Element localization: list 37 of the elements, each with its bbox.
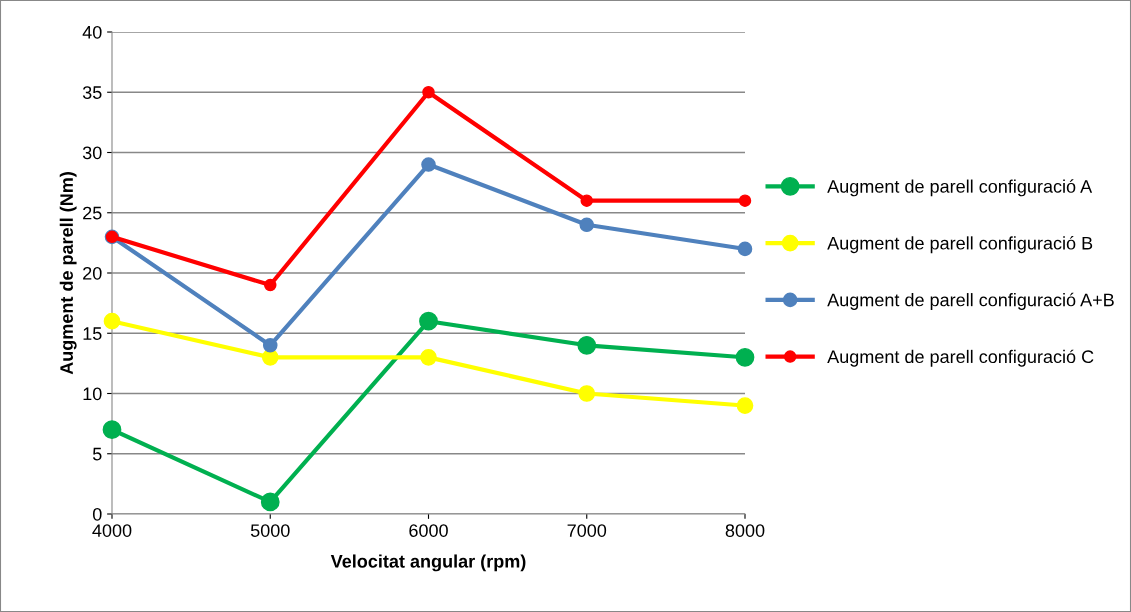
point (577, 335, 597, 355)
point (419, 311, 438, 331)
point (422, 85, 435, 99)
x-tick-label: 7000 (567, 524, 607, 537)
legend-label: Augment de parell configuració A+B (827, 292, 1114, 310)
point (263, 278, 277, 292)
point (262, 338, 278, 353)
y-tick-label: 10 (83, 387, 102, 401)
point (102, 420, 122, 440)
legend-label: Augment de parell configuració A (827, 179, 1093, 197)
y-tick-label: 0 (92, 507, 102, 521)
point (421, 157, 436, 172)
point (579, 217, 595, 233)
x-tick-label: 5000 (250, 524, 290, 537)
x-axis-title: Velocitat angular (rpm) (330, 554, 526, 572)
legend-label: Augment de parell configuració C (827, 349, 1094, 367)
point (420, 349, 437, 366)
point (260, 492, 280, 512)
legend-label: Augment de parell configuració B (827, 236, 1093, 254)
y-axis-title: Augment de parell (Nm) (59, 172, 77, 375)
y-tick-label: 40 (82, 25, 102, 39)
y-tick-label: 30 (82, 146, 102, 160)
y-tick-label: 25 (83, 206, 102, 220)
x-tick-label: 8000 (725, 524, 765, 537)
x-tick-label: 4000 (92, 524, 132, 537)
x-tick-label: 6000 (409, 524, 448, 537)
point (580, 194, 594, 207)
y-tick-label: 15 (83, 327, 102, 340)
point (735, 347, 755, 367)
point (103, 312, 121, 330)
point (736, 397, 754, 414)
point (578, 385, 596, 402)
point (738, 194, 752, 207)
y-tick-label: 35 (82, 86, 102, 99)
y-tick-label: 5 (92, 447, 102, 461)
y-tick-label: 20 (83, 266, 102, 280)
point (737, 241, 753, 257)
